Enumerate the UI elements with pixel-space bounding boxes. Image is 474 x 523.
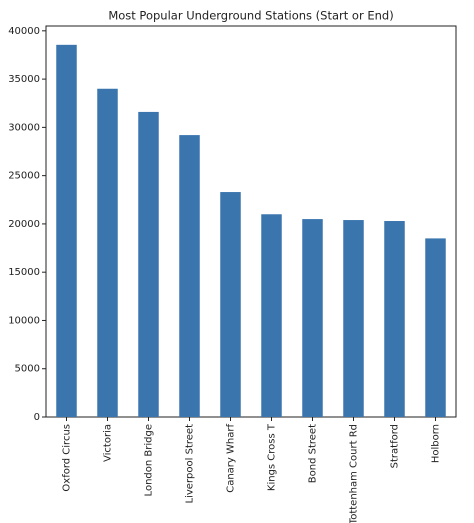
y-tick-label: 40000 <box>8 26 40 37</box>
bar <box>97 88 118 418</box>
x-tick-label: Canary Wharf <box>226 424 237 493</box>
bar <box>56 44 77 417</box>
bar <box>343 220 364 417</box>
bar <box>138 111 159 417</box>
plot-frame <box>45 25 457 418</box>
y-tick-label: 25000 <box>8 171 40 182</box>
x-tick-label: Tottenham Court Rd <box>349 424 360 523</box>
x-tick-label: Victoria <box>103 424 114 462</box>
bar <box>425 238 446 417</box>
bar <box>261 214 282 417</box>
x-tick-label: Stratford <box>390 424 401 468</box>
y-tick-label: 5000 <box>15 364 40 375</box>
bar <box>179 135 200 418</box>
x-tick-label: London Bridge <box>144 424 155 496</box>
bar <box>220 192 241 417</box>
x-tick-label: Holborn <box>431 424 442 463</box>
x-tick-label: Bond Street <box>308 424 319 483</box>
y-tick-label: 15000 <box>8 267 40 278</box>
bar <box>384 221 405 417</box>
y-tick-label: 0 <box>34 412 40 423</box>
bar <box>302 219 323 417</box>
y-tick-label: 35000 <box>8 74 40 85</box>
x-tick-label: Kings Cross T <box>267 423 278 491</box>
y-tick-label: 20000 <box>8 219 40 230</box>
chart-title: Most Popular Underground Stations (Start… <box>108 9 393 23</box>
x-tick-label: Oxford Circus <box>62 424 73 492</box>
x-tick-label: Liverpool Street <box>185 424 196 504</box>
y-tick-label: 10000 <box>8 315 40 326</box>
y-tick-label: 30000 <box>8 122 40 133</box>
